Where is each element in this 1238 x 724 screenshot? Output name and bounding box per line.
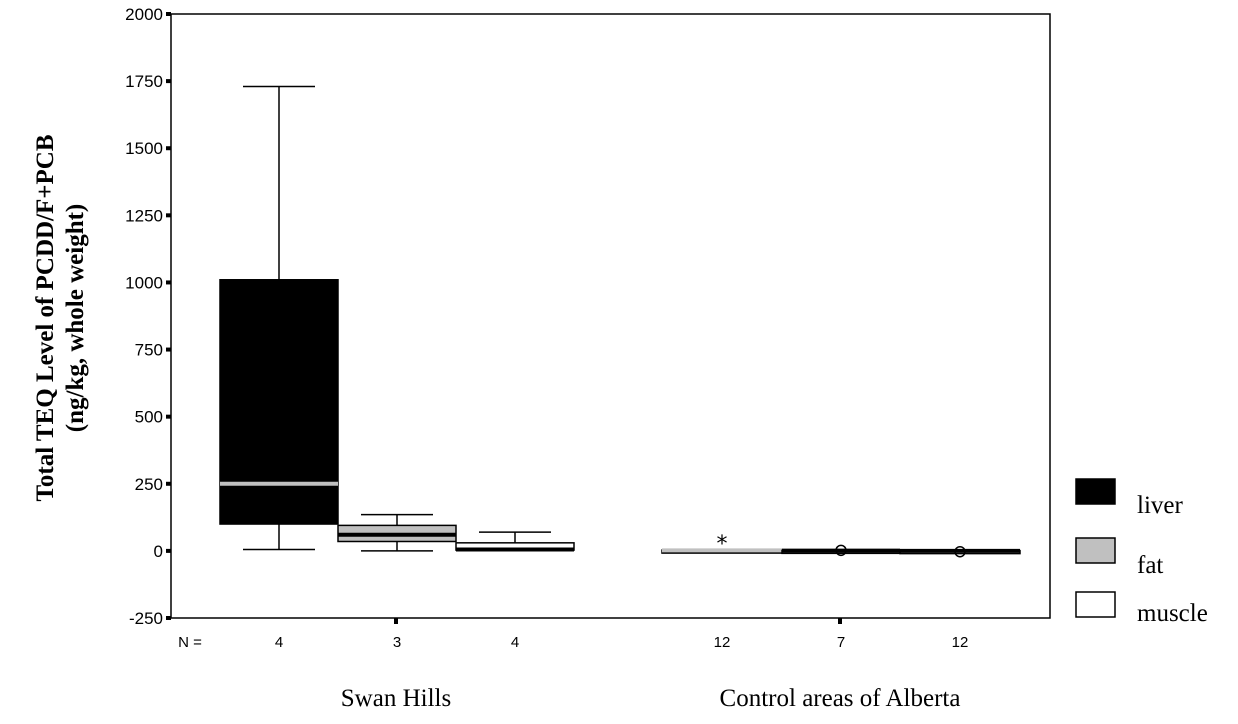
legend-swatch-muscle <box>1075 591 1116 618</box>
y-tick-label: 1250 <box>125 206 163 225</box>
box-iqr <box>219 279 339 525</box>
outlier-extreme-marker: * <box>717 532 728 557</box>
legend-label-liver: liver <box>1137 492 1183 519</box>
y-axis-title-line-2: (ng/kg, whole weight) <box>62 204 89 432</box>
boxes: * <box>219 85 1021 558</box>
y-tick-label: 0 <box>154 542 163 561</box>
outlier-marker <box>835 544 847 557</box>
y-axis-title-line-1: Total TEQ Level of PCDD/F+PCB <box>32 134 59 501</box>
legend-swatch-liver <box>1075 478 1116 505</box>
y-tick-label: 250 <box>135 475 163 494</box>
y-tick-label: 750 <box>135 341 163 360</box>
legend: liver fat muscle <box>1075 478 1208 627</box>
outlier-marker <box>954 545 966 558</box>
box-muscle <box>899 545 1021 558</box>
y-axis-title: Total TEQ Level of PCDD/F+PCB (ng/kg, wh… <box>32 134 89 501</box>
n-label: 12 <box>952 634 969 651</box>
sample-size-row: N = 4 3 4 12 7 12 <box>178 618 968 651</box>
legend-swatch-fat <box>1075 537 1116 564</box>
box-liver <box>219 85 339 551</box>
box-muscle <box>455 531 575 552</box>
group-label-control-areas: Control areas of Alberta <box>720 685 961 712</box>
y-tick-label: 1000 <box>125 273 163 292</box>
plot-frame <box>170 13 1051 619</box>
box-fat <box>781 544 901 557</box>
n-label: 7 <box>837 634 845 651</box>
n-prefix-label: N = <box>178 634 202 651</box>
y-tick-label: 1500 <box>125 139 163 158</box>
y-tick-label: 500 <box>135 408 163 427</box>
y-axis: -250 0 250 500 750 1000 1250 1500 1750 2000 <box>125 5 171 628</box>
n-label: 4 <box>275 634 283 651</box>
y-tick-label: 1750 <box>125 72 163 91</box>
box-liver: * <box>661 532 783 557</box>
legend-label-fat: fat <box>1137 552 1163 579</box>
n-label: 12 <box>714 634 731 651</box>
n-label: 3 <box>393 634 401 651</box>
y-tick-label: 2000 <box>125 5 163 24</box>
box-fat <box>337 513 457 552</box>
legend-label-muscle: muscle <box>1137 600 1208 627</box>
n-label: 4 <box>511 634 519 651</box>
group-label-swan-hills: Swan Hills <box>341 685 451 712</box>
y-tick-label: -250 <box>129 609 163 628</box>
